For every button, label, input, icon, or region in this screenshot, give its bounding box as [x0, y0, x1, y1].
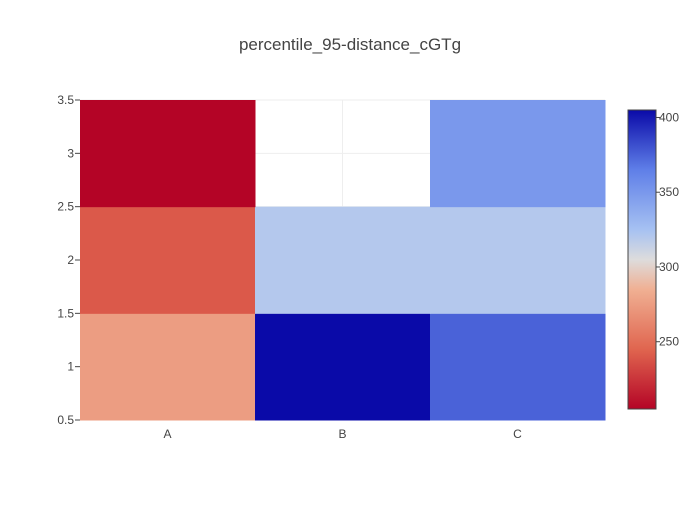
heatmap-cell-C-3	[430, 100, 606, 208]
y-tick-label-5: 3	[67, 146, 74, 160]
heatmap-cell-B-2	[255, 206, 431, 314]
y-tick-label-0: 0.5	[57, 413, 74, 427]
heatmap-cell-A-2	[80, 206, 256, 314]
x-tick-label-C: C	[513, 427, 522, 441]
colorbar-tick-label-1: 300	[659, 260, 679, 274]
heatmap-cell-C-1	[430, 313, 606, 421]
heatmap-cell-A-3	[80, 100, 256, 208]
colorbar: 250 300 350 400	[627, 109, 679, 410]
x-tick-label-B: B	[338, 427, 346, 441]
y-tick-label-4: 2.5	[57, 200, 74, 214]
colorbar-gradient	[627, 109, 657, 410]
y-tick-label-1: 1	[67, 360, 74, 374]
colorbar-tick-label-2: 350	[659, 185, 679, 199]
y-tick-label-3: 2	[67, 253, 74, 267]
colorbar-tick-label-3: 400	[659, 110, 679, 124]
heatmap-cell-C-2	[430, 206, 606, 314]
heatmap-cell-A-1	[80, 313, 256, 421]
y-axis: 0.5 1 1.5 2 2.5 3 3.5	[57, 93, 80, 427]
x-tick-label-A: A	[163, 427, 171, 441]
chart-title: percentile_95-distance_cGTg	[239, 35, 461, 54]
heatmap-cells	[80, 100, 606, 421]
y-tick-label-2: 1.5	[57, 306, 74, 320]
colorbar-tick-label-0: 250	[659, 335, 679, 349]
heatmap-cell-B-1	[255, 313, 431, 421]
y-tick-label-6: 3.5	[57, 93, 74, 107]
x-axis: A B C	[163, 427, 522, 441]
